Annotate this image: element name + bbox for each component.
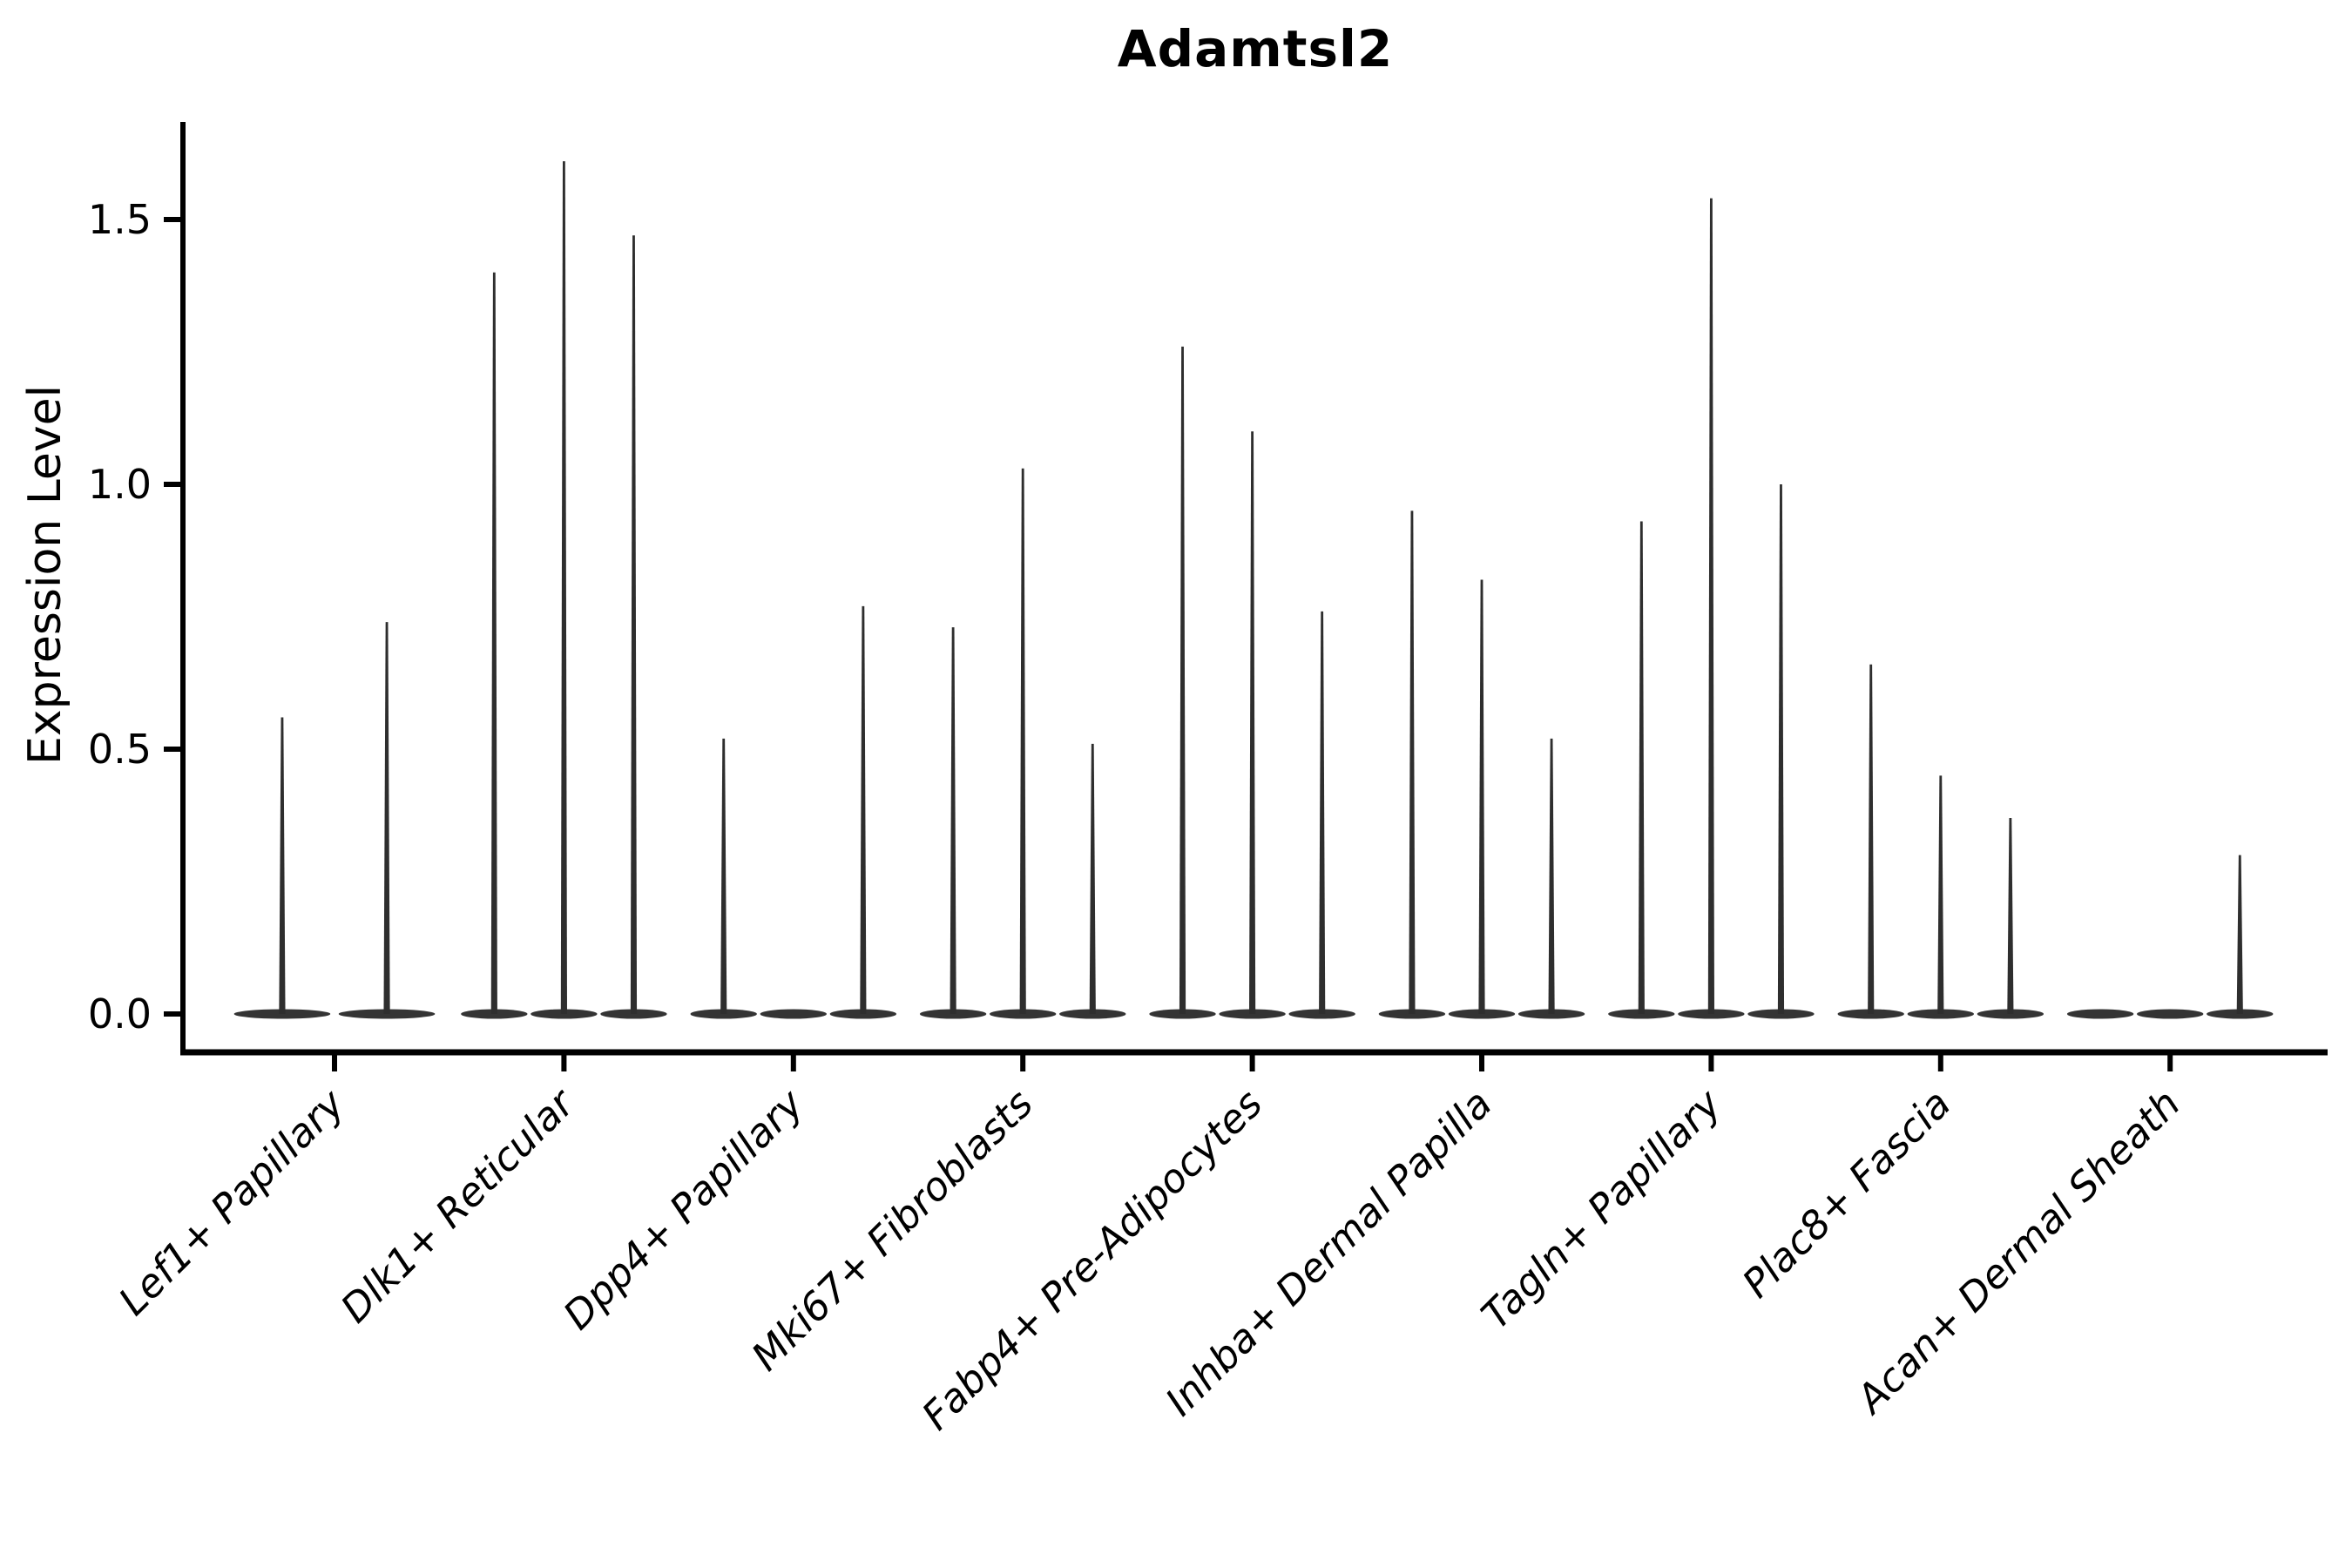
y-tick-label: 1.5: [88, 196, 152, 243]
plot-title: Adamtsl2: [1117, 19, 1394, 78]
violin-spike: [279, 717, 286, 1014]
violin-spike: [560, 161, 567, 1014]
x-tick-label: Lef1+ Papillary: [110, 1079, 355, 1324]
violin-spike: [1019, 468, 1026, 1014]
x-tick-label: Tagln+ Papillary: [1472, 1079, 1731, 1338]
violin-spike: [383, 622, 390, 1014]
violin-spike: [1478, 579, 1485, 1014]
violin-spike: [1409, 510, 1416, 1014]
x-tick-label: Plac8+ Fascia: [1734, 1080, 1960, 1307]
x-tick-label: Dlk1+ Reticular: [332, 1079, 585, 1332]
violin-base: [760, 1009, 827, 1019]
x-tick-label: Dpp4+ Papillary: [554, 1079, 813, 1338]
violin-spike: [1868, 664, 1875, 1014]
violin-spike: [1638, 521, 1645, 1014]
y-tick-label: 1.0: [88, 461, 152, 508]
y-tick-label: 0.0: [88, 990, 152, 1037]
violin-spike: [720, 738, 727, 1014]
violin-spike: [490, 272, 497, 1014]
violin-spike: [2236, 855, 2243, 1014]
violin-base: [2066, 1009, 2134, 1019]
violin-spike: [630, 235, 638, 1014]
violin-spike: [1777, 484, 1785, 1014]
violin-spike: [1319, 611, 1326, 1014]
violin-spike: [1089, 743, 1096, 1014]
y-tick-label: 0.5: [88, 726, 152, 773]
violin-spike: [1707, 198, 1714, 1014]
violin-spike: [860, 605, 867, 1014]
violin-spike: [2007, 818, 2014, 1014]
violin-base: [2137, 1009, 2204, 1019]
violin-spike: [1548, 738, 1555, 1014]
violin-spike: [1249, 431, 1256, 1014]
violin-spike: [950, 627, 956, 1014]
violin-spike: [1179, 346, 1186, 1014]
violin-spike: [1937, 775, 1944, 1014]
